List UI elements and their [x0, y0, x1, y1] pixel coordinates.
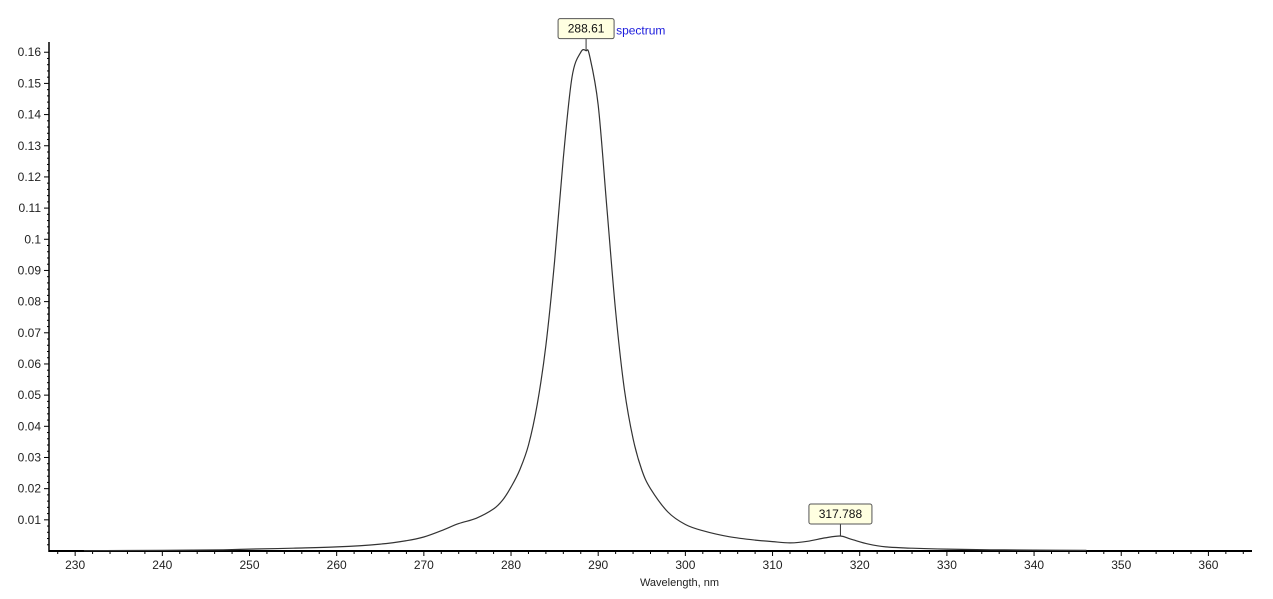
y-tick-label: 0.13 — [18, 139, 42, 153]
y-tick-label: 0.14 — [18, 108, 42, 122]
x-tick-label: 240 — [152, 558, 172, 572]
y-tick-label: 0.03 — [18, 450, 42, 464]
y-tick-label: 0.02 — [18, 482, 42, 496]
y-tick-label: 0.06 — [18, 357, 42, 371]
y-tick-label: 0.09 — [18, 263, 42, 277]
x-tick-label: 250 — [239, 558, 259, 572]
x-tick-label: 230 — [65, 558, 85, 572]
y-tick-label: 0.15 — [18, 76, 42, 90]
x-tick-label: 290 — [588, 558, 608, 572]
x-tick-label: 310 — [763, 558, 783, 572]
x-tick-label: 330 — [937, 558, 957, 572]
y-tick-label: 0.1 — [24, 232, 41, 246]
y-tick-label: 0.01 — [18, 513, 42, 527]
x-tick-label: 270 — [414, 558, 434, 572]
x-tick-label: 260 — [327, 558, 347, 572]
y-tick-label: 0.04 — [18, 419, 42, 433]
y-tick-label: 0.11 — [19, 201, 42, 215]
series-layer — [83, 49, 1087, 552]
x-tick-label: 300 — [675, 558, 695, 572]
peak-label: 288.61 — [568, 22, 605, 36]
y-tick-label: 0.05 — [18, 388, 42, 402]
x-tick-label: 350 — [1111, 558, 1131, 572]
x-axis-title: Wavelength, nm — [640, 577, 719, 589]
y-tick-label: 0.07 — [18, 326, 42, 340]
spectrum-line — [83, 49, 1087, 552]
x-tick-label: 280 — [501, 558, 521, 572]
y-axis: 0.01 0.02 0.03 0.04 0.05 0.06 0.07 0.08 0.09 0.1 0… — [18, 42, 50, 552]
y-tick-label: 0.16 — [18, 45, 42, 59]
series-name-label: spectrum — [616, 24, 665, 38]
peak-label-box — [557, 18, 615, 40]
peak-label-box — [808, 503, 873, 525]
x-axis: 230 240 250 260 270 280 290 300 310 320 330 340 350 3… — [49, 550, 1252, 572]
x-tick-label: 360 — [1198, 558, 1218, 572]
peak-label: 317.788 — [819, 507, 863, 521]
peak-annotations: 288.61 spectrum 317.788 — [557, 18, 873, 537]
x-tick-label: 320 — [850, 558, 870, 572]
x-tick-label: 340 — [1024, 558, 1044, 572]
y-tick-label: 0.12 — [18, 170, 42, 184]
y-tick-label: 0.08 — [18, 295, 42, 309]
